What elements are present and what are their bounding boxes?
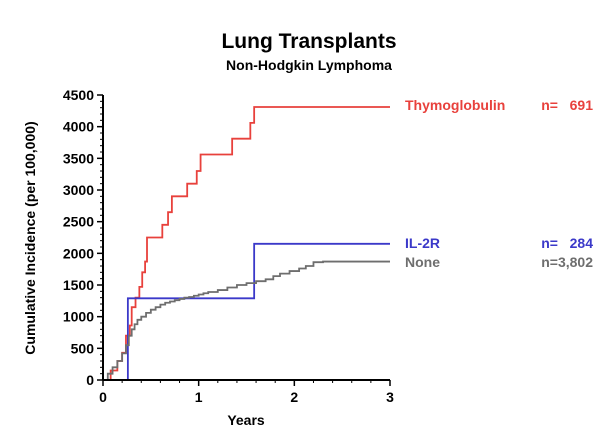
- x-tick-label: 1: [195, 389, 203, 405]
- legend-label-none: None: [405, 254, 440, 270]
- legend-count-none: n=3,802: [541, 254, 593, 270]
- x-tick-label: 0: [99, 389, 107, 405]
- plot-area: 0 500 1000 1500 2000 2500 3000 3500 4000 4500 0 1 2 3: [63, 87, 394, 405]
- y-tick-label: 1000: [63, 309, 94, 325]
- x-tick-label: 2: [290, 389, 298, 405]
- y-tick-label: 2500: [63, 214, 94, 230]
- y-tick-label: 4500: [63, 87, 94, 103]
- x-tick-label: 3: [386, 389, 394, 405]
- y-tick-label: 2000: [63, 245, 94, 261]
- chart-title: Lung Transplants: [221, 30, 396, 53]
- y-tick-label: 4000: [63, 119, 94, 135]
- legend: Thymoglobulin n= 691 IL-2R n= 284 None n=3,80…: [405, 97, 593, 270]
- series-line-il-2r: [103, 242, 390, 381]
- series-layer: [103, 106, 390, 381]
- x-axis-title: Years: [227, 412, 265, 428]
- chart-subtitle: Non-Hodgkin Lymphoma: [226, 57, 392, 73]
- axes-layer: 0 500 1000 1500 2000 2500 3000 3500 4000 4500 0 1 2 3: [63, 87, 394, 405]
- legend-label-il-2r: IL-2R: [405, 235, 440, 251]
- series-line-none: [103, 260, 390, 381]
- y-tick-label: 3000: [63, 182, 94, 198]
- y-tick-label: 1500: [63, 277, 94, 293]
- legend-label-thymoglobulin: Thymoglobulin: [405, 97, 505, 113]
- y-axis-title: Cumulative Incidence (per 100,000): [22, 121, 38, 354]
- y-tick-label: 3500: [63, 150, 94, 166]
- series-line-thymoglobulin: [103, 106, 390, 381]
- y-tick-label: 500: [71, 340, 95, 356]
- y-tick-label: 0: [86, 372, 94, 388]
- legend-count-thymoglobulin: n= 691: [541, 97, 593, 113]
- legend-count-il-2r: n= 284: [541, 235, 593, 251]
